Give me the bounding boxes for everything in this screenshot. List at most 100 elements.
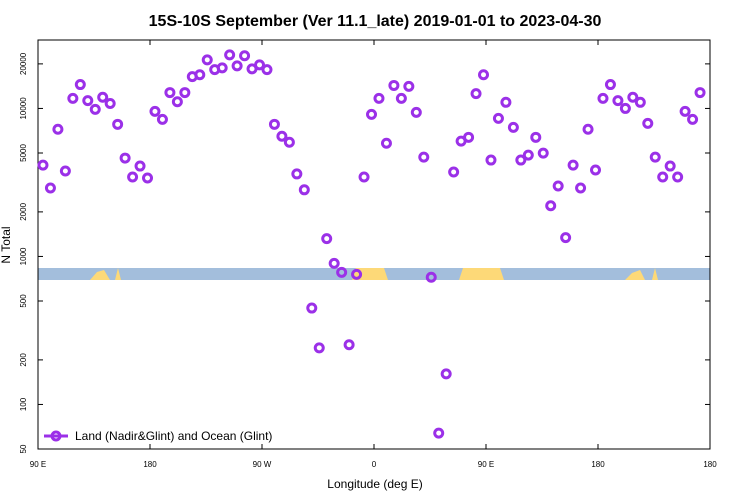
land-band [625,268,658,280]
data-point [515,154,527,166]
data-point [306,302,318,314]
data-point [537,147,549,159]
data-point [134,160,146,172]
data-point [485,154,497,166]
data-point [142,172,154,184]
data-point [366,108,378,120]
data-point [343,339,355,351]
data-point [418,151,430,163]
data-point [575,182,587,194]
data-point [612,95,624,107]
data-point [440,368,452,380]
x-tick-label: 90 E [478,460,494,469]
data-point [313,342,325,354]
data-point [156,113,168,125]
data-point [522,149,534,161]
data-point [649,151,661,163]
y-tick-label: 200 [19,353,28,367]
data-point [567,159,579,171]
data-point [492,112,504,124]
data-point [470,88,482,100]
data-point [119,152,131,164]
data-point [59,165,71,177]
land-band [90,268,121,280]
x-tick-label: 180 [143,460,157,469]
data-point [604,79,616,91]
data-point [164,87,176,99]
y-tick-label: 2000 [19,202,28,220]
land-band [459,268,504,280]
data-point [410,106,422,118]
data-point [321,233,333,245]
legend-marker [50,430,62,442]
data-point [194,69,206,81]
data-point [679,105,691,117]
data-point [664,160,676,172]
x-tick-label: 90 W [253,460,272,469]
data-point [171,96,183,108]
data-point [127,171,139,183]
data-point [619,102,631,114]
data-point [254,59,266,71]
data-point [358,171,370,183]
data-point [478,69,490,81]
data-point [276,130,288,142]
data-point [74,79,86,91]
data-point [448,166,460,178]
chart-title: 15S-10S September (Ver 11.1_late) 2019-0… [149,13,602,30]
y-tick-label: 100 [19,397,28,411]
data-point [403,80,415,92]
data-point [657,171,669,183]
x-tick-label: 180 [703,460,717,469]
y-axis-label: N Total [0,226,13,263]
data-point [500,96,512,108]
data-point [582,123,594,135]
data-point [351,268,363,280]
data-point [179,87,191,99]
data-point [52,123,64,135]
data-point [560,232,572,244]
data-point [463,131,475,143]
data-point [82,95,94,107]
data-point [597,92,609,104]
data-point [373,92,385,104]
plot-frame [37,39,711,450]
data-point [67,92,79,104]
data-point [545,200,557,212]
data-point [433,427,445,439]
data-point [224,49,236,61]
data-point [336,266,348,278]
data-point [149,105,161,117]
x-tick-label: 90 E [30,460,46,469]
data-point [261,64,273,76]
data-point [507,121,519,133]
surface-band [38,268,710,280]
data-point [201,54,213,66]
legend-label: Land (Nadir&Glint) and Ocean (Glint) [75,429,272,443]
data-point [268,118,280,130]
data-point [425,271,437,283]
data-point [552,180,564,192]
data-point [380,137,392,149]
data-point [672,171,684,183]
data-point [328,257,340,269]
data-point [388,79,400,91]
data-point [298,184,310,196]
data-point [283,136,295,148]
data-point [642,117,654,129]
data-point [694,87,706,99]
data-point [37,159,49,171]
data-point [687,113,699,125]
data-point [291,168,303,180]
x-tick-label: 180 [591,460,605,469]
data-point [104,97,116,109]
y-tick-label: 5000 [19,144,28,162]
data-point [395,92,407,104]
y-tick-label: 500 [19,294,28,308]
x-tick-label: 0 [372,460,377,469]
y-tick-label: 10000 [19,97,28,120]
data-point [634,96,646,108]
data-point [97,91,109,103]
data-point [530,131,542,143]
